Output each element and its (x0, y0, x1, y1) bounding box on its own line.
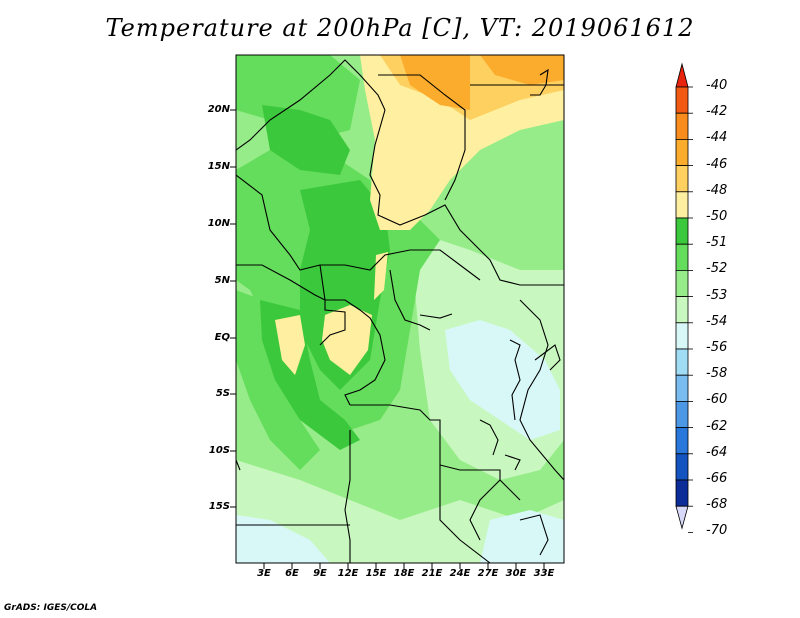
colorbar-label: -70 (706, 523, 728, 539)
colorbar-label: -52 (706, 261, 728, 277)
colorbar-label: -66 (706, 471, 728, 486)
colorbar-label: -64 (706, 444, 728, 460)
colorbar-label: -58 (706, 366, 728, 382)
colorbar-swatch (675, 243, 689, 271)
x-label-27E: 27E (477, 568, 499, 579)
colorbar-label: -40 (706, 78, 728, 93)
y-label-EQ: EQ (214, 332, 230, 343)
y-label-15N: 15N (207, 161, 230, 172)
colorbar-label: -48 (706, 182, 728, 198)
colorbar-swatch (675, 138, 689, 166)
colorbar-swatch (675, 322, 689, 350)
y-label-5S: 5S (215, 388, 230, 399)
field-46-ne (480, 55, 564, 85)
colorbar-label: -46 (706, 156, 728, 172)
colorbar-swatch (675, 165, 689, 193)
colorbar (675, 62, 693, 533)
field-56-lake (445, 320, 560, 440)
x-label-6E: 6E (285, 568, 299, 579)
colorbar-arrow-top (675, 62, 689, 88)
colorbar-arrow-bottom (675, 505, 689, 530)
colorbar-swatch (675, 112, 689, 140)
x-label-12E: 12E (337, 568, 359, 579)
colorbar-swatch (675, 374, 689, 402)
colorbar-swatch (675, 217, 689, 245)
field-50-strip (374, 252, 388, 300)
field-56-sw (236, 515, 330, 563)
y-label-5N: 5N (214, 275, 230, 286)
colorbar-label: -44 (706, 130, 728, 146)
field-51-nw (262, 105, 350, 175)
field-50-west (275, 315, 305, 375)
colorbar-label: -42 (706, 104, 728, 120)
colorbar-label: -54 (706, 313, 728, 329)
colorbar-label: -51 (706, 235, 728, 251)
colorbar-swatch (675, 296, 689, 324)
colorbar-label: -68 (706, 497, 728, 513)
colorbar-label: -56 (706, 340, 728, 355)
x-label-3E: 3E (257, 568, 271, 579)
grads-credit: GrADS: IGES/COLA (4, 603, 98, 613)
colorbar-label: -50 (706, 209, 728, 224)
colorbar-swatch (675, 269, 689, 297)
colorbar-label: -62 (706, 418, 728, 434)
colorbar-swatch (675, 400, 689, 428)
y-label-10S: 10S (208, 445, 230, 456)
x-label-30E: 30E (505, 568, 527, 579)
field-46 (400, 55, 470, 110)
x-label-18E: 18E (393, 568, 415, 579)
x-label-33E: 33E (533, 568, 555, 579)
colorbar-swatch (675, 86, 689, 114)
x-label-15E: 15E (365, 568, 387, 579)
colorbar-label: -53 (706, 287, 728, 303)
x-label-9E: 9E (313, 568, 327, 579)
colorbar-label: -60 (706, 392, 728, 408)
x-label-24E: 24E (449, 568, 471, 579)
field-50-center (322, 305, 372, 375)
colorbar-swatch (675, 479, 689, 507)
colorbar-swatch (675, 348, 689, 376)
axis-ticks (230, 109, 545, 569)
colorbar-swatch (675, 453, 689, 481)
x-label-21E: 21E (421, 568, 443, 579)
y-label-20N: 20N (207, 104, 230, 115)
colorbar-swatch (675, 427, 689, 455)
chart-title: Temperature at 200hPa [C], VT: 201906161… (105, 14, 695, 42)
y-label-10N: 10N (207, 218, 230, 229)
y-label-15S: 15S (208, 501, 230, 512)
field-54-south (236, 460, 564, 563)
borders (236, 59, 564, 563)
colorbar-swatch (675, 191, 689, 219)
map-frame (235, 54, 565, 564)
